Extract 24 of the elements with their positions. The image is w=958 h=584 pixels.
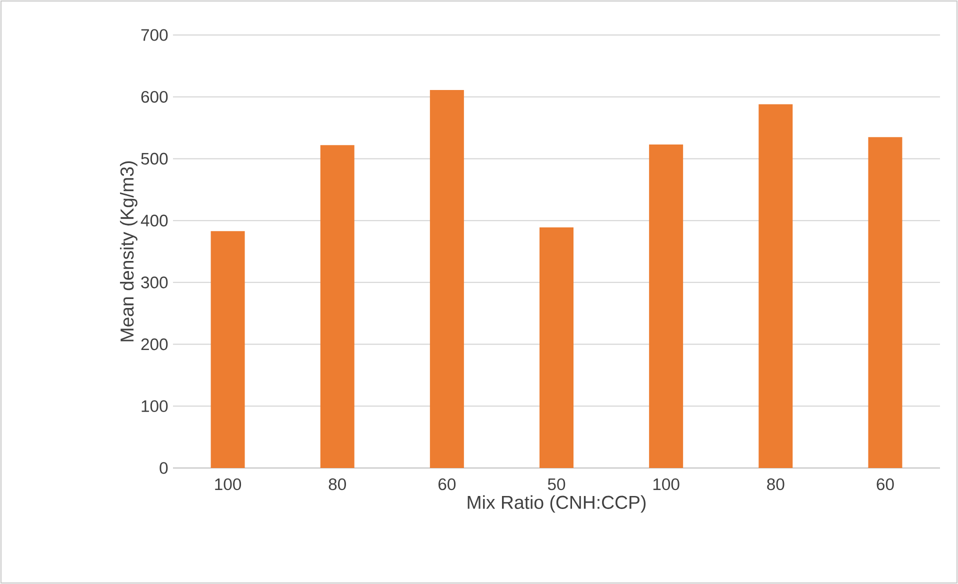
bar (540, 227, 574, 468)
x-tick-label: 80 (328, 478, 346, 490)
bar (210, 231, 245, 468)
x-tick-label: 100 (215, 478, 242, 490)
bar (649, 144, 684, 468)
x-tick-label: 60 (876, 478, 894, 490)
y-tick-label: 600 (141, 90, 168, 103)
y-tick-label: 200 (141, 338, 168, 350)
x-tick-label: 60 (438, 478, 456, 490)
y-tick-label: 500 (141, 152, 168, 165)
bar (430, 90, 464, 468)
y-axis-title: Mean density (Kg/m3) (120, 161, 138, 342)
x-tick-label: 100 (653, 478, 680, 490)
y-tick-label: 400 (140, 214, 168, 226)
bar (320, 145, 354, 468)
y-tick-label: 700 (141, 29, 168, 41)
x-axis-title: Mix Ratio (CNH:CCP) (468, 495, 646, 513)
y-tick-label: 100 (142, 400, 168, 412)
x-tick-label: 50 (548, 478, 566, 490)
y-tick-label: 300 (141, 276, 168, 288)
bar (758, 104, 793, 468)
y-tick-label: 0 (160, 462, 168, 474)
bar (868, 137, 902, 468)
x-tick-label: 80 (767, 478, 784, 490)
